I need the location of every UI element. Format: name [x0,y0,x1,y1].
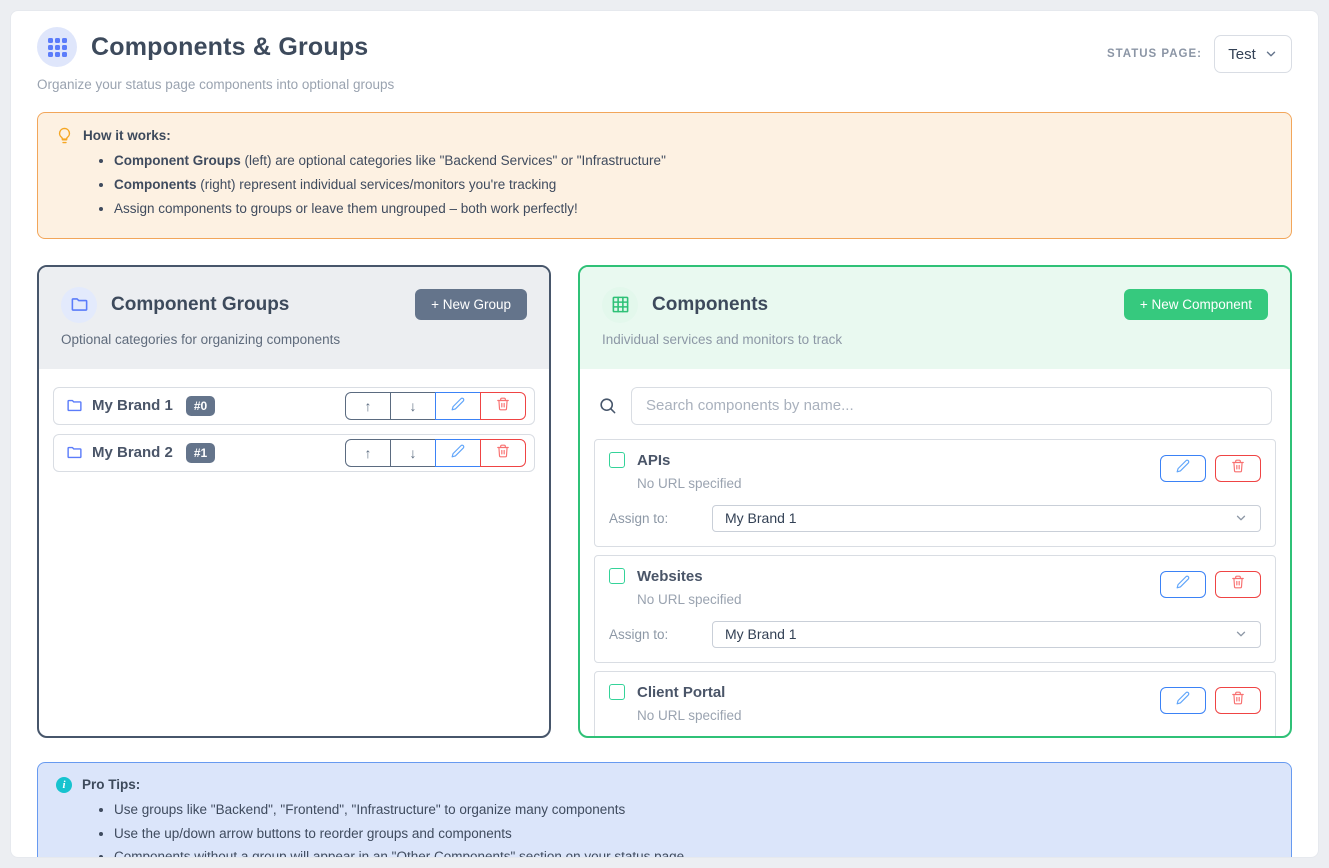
trash-icon [1231,691,1245,710]
component-name: APIs [637,451,671,469]
search-icon [598,396,617,415]
folder-icon [61,286,97,323]
components-panel-title: Components [652,293,769,315]
how-it-works-bullet: Assign components to groups or leave the… [114,200,1273,219]
page-title: Components & Groups [91,32,369,61]
move-down-button[interactable]: ↓ [390,391,436,420]
delete-component-button[interactable] [1215,570,1261,598]
status-page-value: Test [1228,45,1256,63]
info-icon: i [56,776,72,793]
page-header: Components & Groups Organize your status… [37,27,1292,92]
how-it-works-bullet: Components (right) represent individual … [114,176,1273,195]
edit-group-button[interactable] [435,391,481,420]
group-row: My Brand 2 #1 ↑ ↓ [53,433,535,472]
up-arrow-icon: ↑ [364,397,372,414]
groups-panel-title: Component Groups [111,293,290,315]
folder-icon [66,444,83,461]
delete-group-button[interactable] [480,438,526,467]
trash-icon [496,444,510,461]
assigned-group-value: My Brand 1 [725,510,797,527]
how-it-works-title: How it works: [83,128,171,143]
how-it-works-list: Component Groups (left) are optional cat… [114,152,1273,219]
group-name: My Brand 1 [92,397,173,415]
component-name: Websites [637,567,703,585]
pencil-icon [1176,459,1190,478]
component-card: APIs No URL specified [594,438,1276,547]
down-arrow-icon: ↓ [409,397,417,414]
trash-icon [1231,459,1245,478]
component-url-text: No URL specified [637,707,742,723]
pencil-icon [1176,691,1190,710]
component-checkbox[interactable] [609,452,625,469]
pro-tips-title: Pro Tips: [82,777,141,793]
assign-to-label: Assign to: [609,510,669,526]
edit-component-button[interactable] [1160,570,1206,598]
pro-tips-list: Use groups like "Backend", "Frontend", "… [114,801,1273,857]
component-groups-panel: Component Groups + New Group Optional ca… [37,264,551,738]
search-input[interactable] [631,386,1272,425]
assign-group-select[interactable]: My Brand 1 [712,504,1261,532]
pro-tips-bullet: Use the up/down arrow buttons to reorder… [114,825,1273,844]
pencil-icon [451,397,465,414]
delete-component-button[interactable] [1215,686,1261,714]
trash-icon [496,397,510,414]
chevron-down-icon [1234,627,1248,641]
move-up-button[interactable]: ↑ [345,438,391,467]
chevron-down-icon [1264,47,1278,61]
page-container: Components & Groups Organize your status… [10,10,1319,858]
new-group-button[interactable]: + New Group [415,289,527,321]
folder-icon [66,397,83,414]
up-arrow-icon: ↑ [364,444,372,461]
chevron-down-icon [1234,511,1248,525]
assign-to-label: Assign to: [609,626,669,642]
how-it-works-bullet: Component Groups (left) are optional cat… [114,152,1273,171]
pro-tips-bullet: Components without a group will appear i… [114,848,1273,857]
delete-component-button[interactable] [1215,454,1261,482]
group-order-badge: #1 [185,442,216,463]
page-subtitle: Organize your status page components int… [37,77,395,92]
component-card: Websites No URL specified [594,554,1276,663]
move-up-button[interactable]: ↑ [345,391,391,420]
group-name: My Brand 2 [92,444,173,462]
component-checkbox[interactable] [609,568,625,585]
down-arrow-icon: ↓ [409,444,417,461]
groups-panel-subtitle: Optional categories for organizing compo… [61,331,341,347]
trash-icon [1231,575,1245,594]
edit-component-button[interactable] [1160,454,1206,482]
assigned-group-value: My Brand 1 [725,626,797,643]
assign-group-select[interactable]: My Brand 2 [712,737,1261,738]
move-down-button[interactable]: ↓ [390,438,436,467]
table-grid-icon [602,286,638,323]
new-component-button[interactable]: + New Component [1123,289,1268,321]
pencil-icon [1176,575,1190,594]
how-it-works-banner: How it works: Component Groups (left) ar… [37,112,1292,239]
component-url-text: No URL specified [637,591,742,607]
component-checkbox[interactable] [609,684,625,701]
components-panel: Components + New Component Individual se… [578,264,1292,738]
edit-component-button[interactable] [1160,686,1206,714]
pencil-icon [451,444,465,461]
components-panel-subtitle: Individual services and monitors to trac… [602,331,843,347]
status-page-label: STATUS PAGE: [1106,48,1202,60]
delete-group-button[interactable] [480,391,526,420]
component-url-text: No URL specified [637,475,742,491]
assign-group-select[interactable]: My Brand 1 [712,620,1261,648]
edit-group-button[interactable] [435,438,481,467]
component-card: Client Portal No URL specified [594,670,1276,738]
group-row: My Brand 1 #0 ↑ ↓ [53,386,535,425]
components-grid-icon [37,27,77,67]
status-page-select[interactable]: Test [1214,35,1292,73]
lightbulb-icon [56,127,73,144]
component-name: Client Portal [637,683,726,701]
group-order-badge: #0 [185,395,216,416]
pro-tips-bullet: Use groups like "Backend", "Frontend", "… [114,801,1273,820]
pro-tips-banner: i Pro Tips: Use groups like "Backend", "… [37,761,1292,857]
